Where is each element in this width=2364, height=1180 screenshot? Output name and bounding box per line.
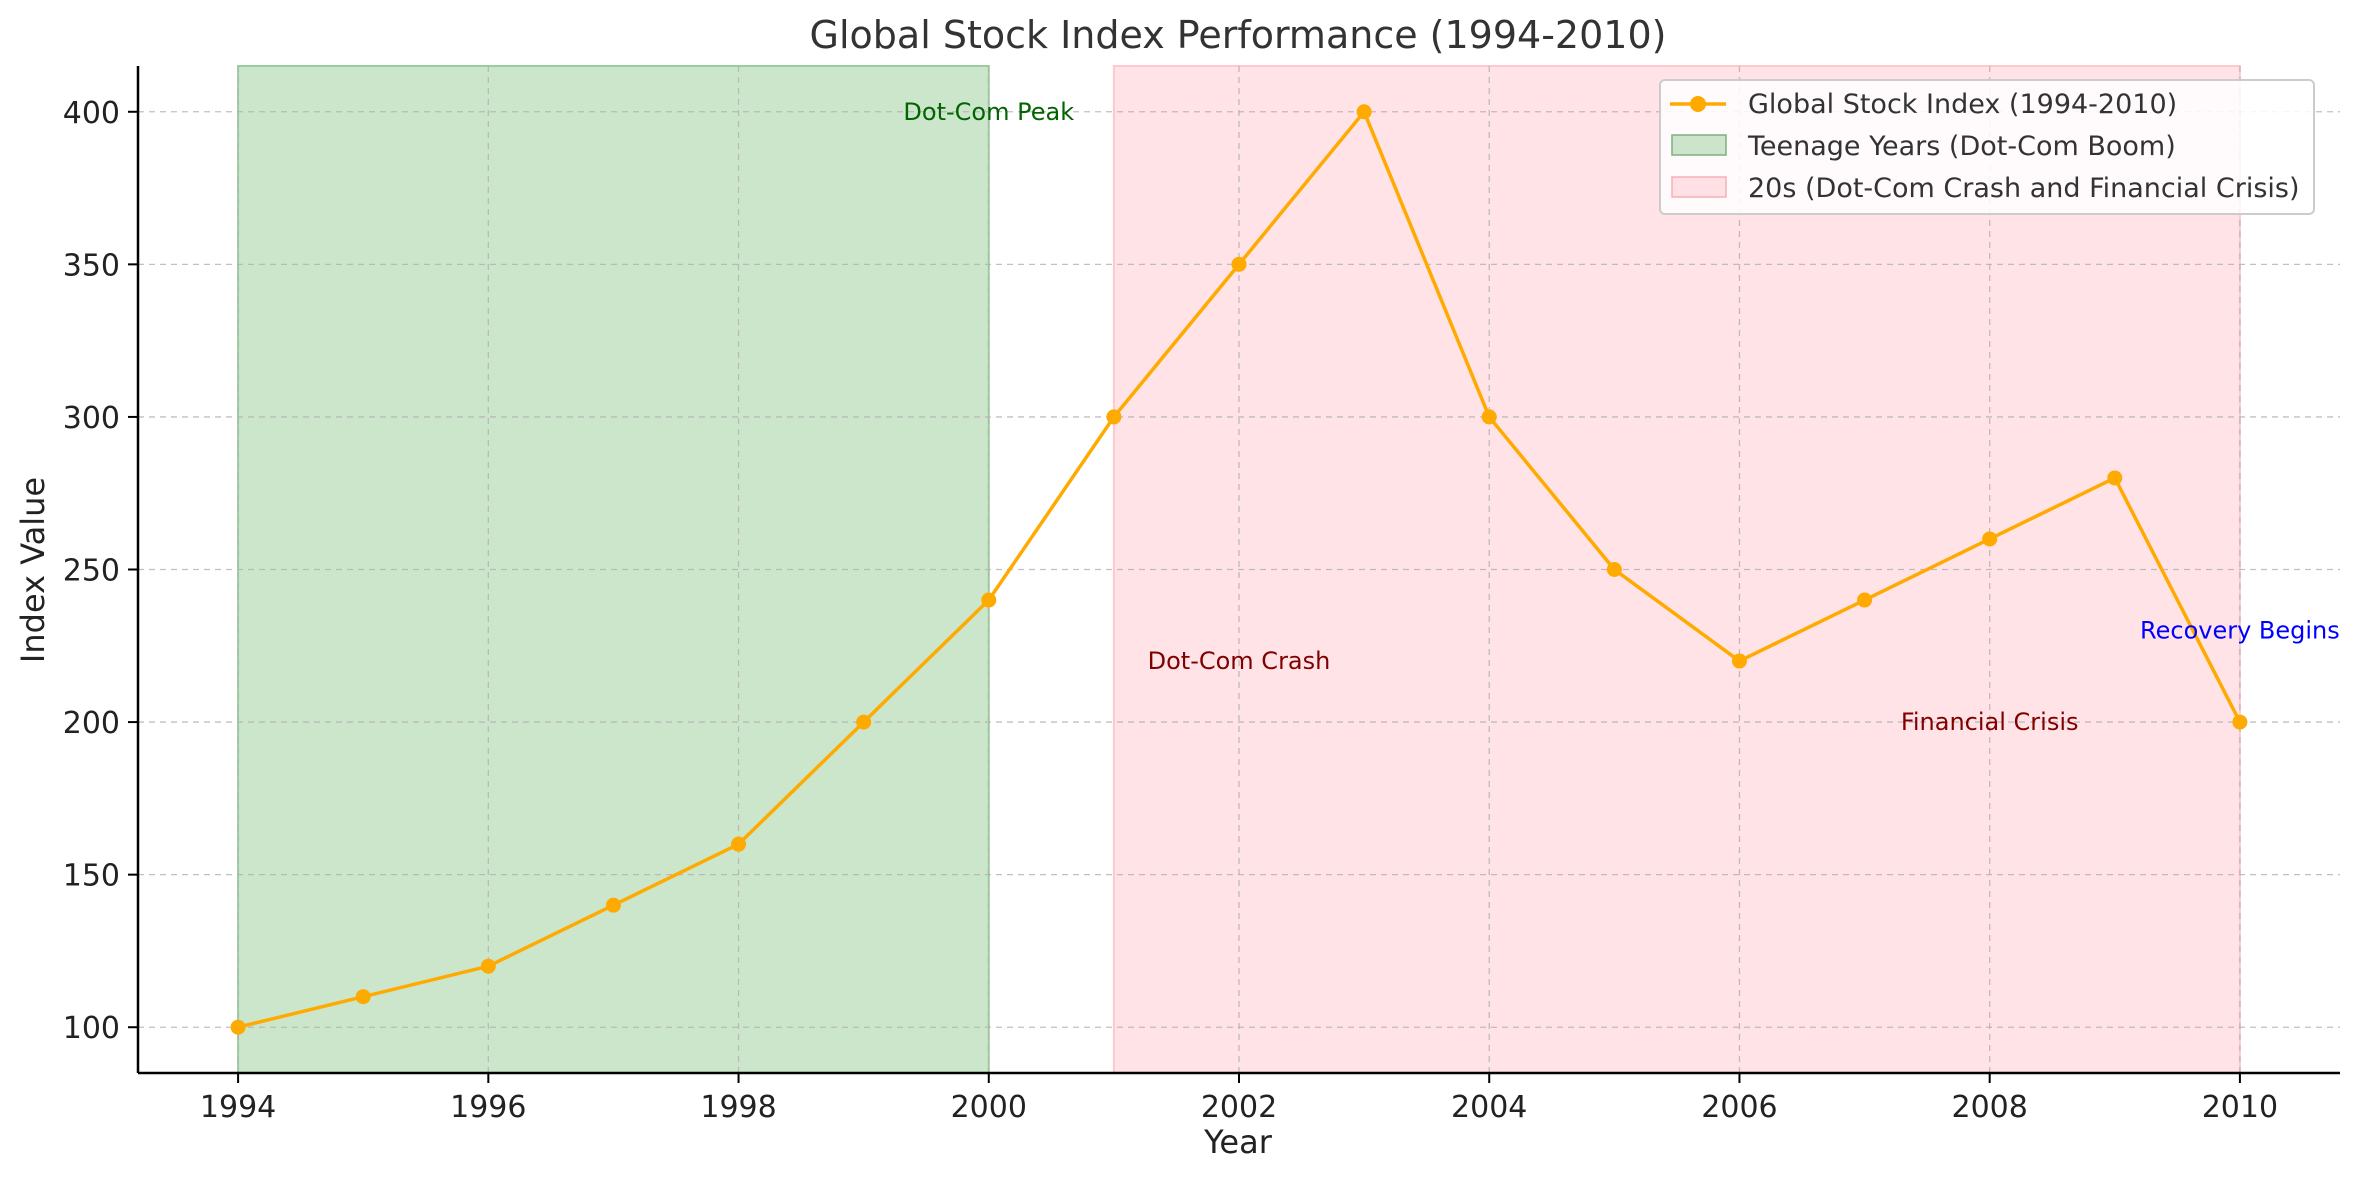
x-axis-label: Year [1203,1123,1273,1161]
x-tick-label-2004: 2004 [1451,1090,1527,1125]
annotation-3: Recovery Begins [2140,617,2340,645]
data-point-1995 [355,989,371,1005]
data-point-2010 [2232,714,2248,730]
data-point-2007 [1857,592,1873,608]
legend-swatch-twenties [1671,176,1727,198]
tick-labels: 1994 1996 1998 2000 2002 2004 2006 2008 2010 100 1… [63,96,2278,1125]
annotation-2: Financial Crisis [1901,708,2079,736]
y-tick-label-200: 200 [63,706,120,741]
x-tick-label-1996: 1996 [450,1090,526,1125]
data-point-2006 [1731,653,1747,669]
data-point-1998 [731,836,747,852]
data-point-2002 [1231,256,1247,272]
data-point-2008 [1982,531,1998,547]
legend-entry-teenage-years: Teenage Years (Dot-Com Boom) [1747,131,2176,162]
x-tick-label-1998: 1998 [700,1090,776,1125]
annotation-0: Dot-Com Peak [903,98,1074,126]
legend-swatch-teenage [1671,134,1727,156]
legend-entry-twenties: 20s (Dot-Com Crash and Financial Crisis) [1748,173,2300,204]
series [230,104,2248,1035]
annotation-1: Dot-Com Crash [1148,647,1331,675]
chart-title: Global Stock Index Performance (1994-201… [810,13,1667,57]
data-point-2000 [981,592,997,608]
data-point-2009 [2107,470,2123,486]
y-tick-label-400: 400 [63,96,120,131]
data-point-2001 [1106,409,1122,425]
x-tick-label-1994: 1994 [200,1090,276,1125]
data-point-1997 [605,897,621,913]
x-tick-label-2010: 2010 [2202,1090,2278,1125]
y-tick-label-150: 150 [63,859,120,894]
annotations: Dot-Com Peak Dot-Com Crash Financial Crisi… [903,98,2339,736]
data-point-1994 [230,1019,246,1035]
grid [138,66,2340,1073]
y-tick-label-300: 300 [63,401,120,436]
y-tick-label-350: 350 [63,248,120,283]
x-tick-label-2006: 2006 [1701,1090,1777,1125]
legend: Global Stock Index (1994-2010) Teenage Y… [1659,79,2315,215]
x-tick-label-2000: 2000 [951,1090,1027,1125]
data-point-2004 [1481,409,1497,425]
legend-box [1659,79,2315,215]
data-point-1999 [856,714,872,730]
legend-point-marker [1690,96,1706,112]
shaded-periods [237,65,2241,1074]
x-tick-label-2008: 2008 [1952,1090,2028,1125]
y-axis-label: Index Value [14,477,52,663]
x-tick-label-2002: 2002 [1201,1090,1277,1125]
legend-entry-series: Global Stock Index (1994-2010) [1748,89,2177,120]
y-tick-label-250: 250 [63,554,120,589]
y-tick-label-100: 100 [63,1011,120,1046]
data-point-1996 [480,958,496,974]
data-point-2003 [1356,104,1372,120]
data-point-2005 [1606,562,1622,577]
